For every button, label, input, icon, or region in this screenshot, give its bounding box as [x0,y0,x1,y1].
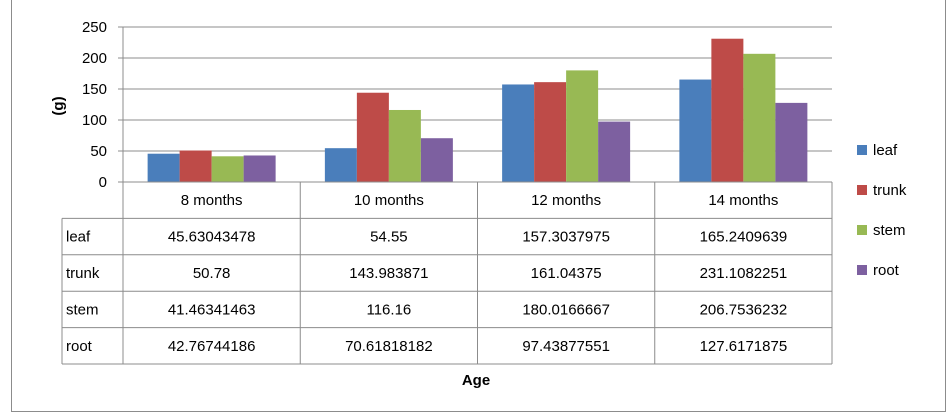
data-label-stem-2: 180.0166667 [522,301,610,318]
x-tick-label: 8 months [181,192,243,209]
bar-stem-1 [388,109,421,182]
bar-leaf-2 [502,84,535,182]
legend-label-stem: stem [873,222,906,239]
bar-trunk-0 [179,150,212,182]
y-tick-label: 150 [82,81,107,98]
bar-root-1 [420,138,453,182]
x-axis-label: Age [462,372,490,389]
bar-root-0 [243,155,276,182]
table-row-label-root: root [66,338,93,355]
data-label-leaf-2: 157.3037975 [522,229,610,246]
data-label-stem-3: 206.7536232 [700,301,788,318]
data-table: 8 months 10 months 12 months 14 months leaf 4… [61,181,833,365]
legend-label-root: root [873,262,900,279]
bar-root-3 [775,102,808,182]
bar-stem-3 [743,53,776,183]
legend: leaf trunk stem root [857,142,907,279]
table-row-label-leaf: leaf [66,229,91,246]
y-tick-label: 100 [82,112,107,129]
data-label-leaf-1: 54.55 [370,229,408,246]
bar-stem-0 [211,156,244,182]
bar-trunk-2 [534,82,567,182]
bar-leaf-3 [679,79,712,182]
bar-leaf-0 [147,153,180,182]
data-label-root-1: 70.61818182 [345,338,433,355]
chart-frame [11,0,946,412]
data-label-stem-1: 116.16 [366,301,411,318]
legend-swatch-stem [857,225,867,235]
y-tick-labels: 0 50 100 150 200 250 [82,19,123,191]
data-label-root-2: 97.43877551 [522,338,610,355]
bar-trunk-3 [711,38,744,182]
bar-trunk-1 [356,92,389,182]
legend-label-trunk: trunk [873,182,907,199]
legend-swatch-trunk [857,185,867,195]
legend-swatch-leaf [857,145,867,155]
bar-stem-2 [566,70,599,182]
data-label-root-0: 42.76744186 [168,338,256,355]
data-label-trunk-1: 143.983871 [349,265,428,282]
y-tick-label: 200 [82,50,107,67]
table-row-label-stem: stem [66,301,99,318]
y-tick-label: 0 [99,174,107,191]
data-label-trunk-2: 161.04375 [531,265,602,282]
data-label-root-3: 127.6171875 [700,338,788,355]
bar-root-2 [598,121,631,182]
y-tick-label: 50 [90,143,107,160]
data-label-leaf-0: 45.63043478 [168,229,256,246]
x-tick-label: 10 months [354,192,424,209]
legend-swatch-root [857,265,867,275]
data-label-trunk-0: 50.78 [193,265,231,282]
table-row-label-trunk: trunk [66,265,100,282]
data-label-stem-0: 41.46341463 [168,301,256,318]
y-tick-label: 250 [82,19,107,36]
legend-label-leaf: leaf [873,142,898,159]
data-label-leaf-3: 165.2409639 [700,229,788,246]
x-tick-label: 12 months [531,192,601,209]
bars [147,38,808,183]
x-tick-label: 14 months [708,192,778,209]
data-label-trunk-3: 231.1082251 [700,265,788,282]
y-axis-label: (g) [50,96,67,115]
bar-leaf-1 [324,148,357,182]
